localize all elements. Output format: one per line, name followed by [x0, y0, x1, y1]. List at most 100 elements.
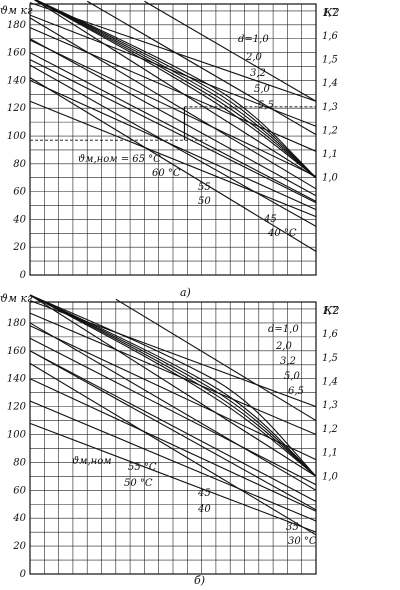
panel-a-label-t1: ϑм,ном = 65 °C — [78, 154, 161, 165]
panel-a-label-t2: 60 °C — [152, 168, 181, 179]
panel-b-d-curve — [29, 294, 317, 477]
panel-b-ticks: 0 20 40 60 80 100 120 140 160 180 1,0 1,1 1,2 1,3 1,4 1… — [7, 305, 339, 580]
panel-b-label-t5: 40 — [197, 504, 211, 515]
panel-a-label-t3: 55 — [198, 182, 211, 193]
panel-a-left-tick-label: 100 — [7, 131, 27, 142]
panel-a-temp-line — [29, 64, 317, 227]
panel-a-right-tick-label: 1,0 — [322, 173, 339, 184]
panel-b-right-tick-label: 1,3 — [322, 400, 338, 411]
panel-a-left-tick-label: 60 — [13, 187, 26, 198]
panel-a-right-tick-label: 1,4 — [322, 78, 338, 89]
panel-b-lines — [29, 294, 317, 536]
panel-b-left-tick-label: 120 — [7, 402, 27, 413]
panel-a-ylabel-left: ϑм кг — [0, 4, 33, 17]
panel-a-label-d3: 3,2 — [250, 68, 266, 79]
panel-a-temp-line — [29, 52, 317, 202]
panel-a-label-t4: 50 — [198, 196, 211, 207]
panel-a-label-d2: 2,0 — [245, 52, 263, 63]
panel-b-ratio-line — [29, 350, 317, 502]
panel-b-label-d3: 3,2 — [280, 356, 296, 367]
panel-a-right-tick-label: 1,5 — [322, 55, 338, 66]
panel-b-left-tick-label: 0 — [20, 569, 27, 580]
panel-a-ratio-line — [29, 38, 317, 197]
panel-b-d-curve — [29, 294, 317, 477]
panel-a-steep-line — [144, 0, 317, 102]
panel-b-caption: б) — [194, 574, 205, 587]
panel-b-grid — [30, 302, 316, 574]
panel-a-left-tick-label: 120 — [7, 103, 27, 114]
panel-b-right-tick-label: 1,0 — [322, 471, 339, 482]
panel-b-left-tick-label: 100 — [7, 430, 27, 441]
panel-b-label-d2: 2,0 — [275, 341, 293, 352]
panel-b-steep-line — [115, 298, 317, 422]
panel-a-temp-line — [29, 39, 317, 177]
panel-b-d-curve — [29, 294, 317, 477]
panel-a-steep-line — [86, 0, 317, 136]
panel-a-label-d5: 5,5 — [258, 100, 274, 111]
panel-a: 0 20 40 60 80 100 120 140 160 180 1,0 1,1 1,2 1,3 1,4 1… — [0, 0, 340, 299]
panel-a-ratio-line — [29, 100, 317, 218]
panel-b-label-t2: 55 °C — [128, 462, 157, 473]
panel-a-label-t5: 45 — [263, 214, 277, 225]
panel-a-ratio-line — [33, 0, 317, 179]
panel-a-caption: а) — [180, 286, 191, 299]
panel-b-ylabel-left: ϑм кг — [0, 292, 33, 305]
panel-b-temp-line — [29, 362, 317, 536]
panel-b-right-tick-label: 1,7 — [322, 305, 339, 316]
panel-b-label-d4: 5,0 — [284, 371, 301, 382]
panel-b-left-tick-label: 160 — [7, 346, 27, 357]
panel-a-label-d4: 5,0 — [254, 84, 271, 95]
panel-b-label-t7: 30 °C — [288, 536, 317, 547]
panel-b-label-t1: ϑм,ном — [72, 456, 112, 467]
panel-a-left-tick-label: 180 — [7, 20, 27, 31]
panel-a-ratio-line — [29, 17, 317, 190]
panel-b-temp-line — [29, 312, 317, 436]
panel-a-d-curve — [34, 0, 317, 179]
panel-b-label-t4: 45 — [197, 488, 211, 499]
panel-b-right-tick-label: 1,1 — [322, 448, 338, 459]
panel-b: 0 20 40 60 80 100 120 140 160 180 1,0 1,1 1,2 1,3 1,4 1… — [0, 292, 340, 587]
panel-a-left-tick-label: 40 — [12, 214, 26, 225]
panel-a-right-tick-label: 1,2 — [322, 125, 338, 136]
panel-b-d-curve — [29, 294, 317, 477]
panel-a-lines — [29, 0, 317, 252]
panel-a-ticks: 0 20 40 60 80 100 120 140 160 180 1,0 1,1 1,2 1,3 1,4 1… — [7, 7, 339, 281]
panel-a-temp-line — [29, 77, 317, 252]
panel-a-left-tick-label: 140 — [7, 75, 27, 86]
panel-a-right-tick-label: 1,7 — [322, 7, 339, 18]
panel-a-ratio-line — [29, 59, 317, 204]
panel-a-right-tick-label: 1,1 — [322, 149, 338, 160]
panel-a-right-tick-label: 1,3 — [322, 102, 338, 113]
panel-a-left-tick-label: 80 — [13, 159, 26, 170]
panel-b-temp-line — [29, 350, 317, 511]
panel-b-temp-line — [29, 337, 317, 486]
panel-a-right-tick-label: 1,6 — [322, 31, 339, 42]
panel-b-ratio-line — [29, 422, 317, 533]
panel-b-left-tick-label: 180 — [7, 318, 27, 329]
panel-a-d-curve — [34, 0, 317, 179]
panel-a-left-tick-label: 160 — [7, 48, 27, 59]
panel-b-label-t6: 35 — [286, 522, 299, 533]
panel-b-ratio-line — [29, 400, 317, 522]
panel-a-d-curve — [34, 0, 317, 179]
panel-a-left-tick-label: 0 — [20, 270, 27, 281]
panel-b-label-t3: 50 °C — [124, 478, 153, 489]
panel-b-ylabel-right: К2 — [323, 304, 340, 317]
panel-a-d-curve — [34, 0, 317, 179]
panel-a-label-d1: d=1,0 — [238, 34, 269, 45]
panel-a-d-curve — [35, 0, 317, 179]
panel-b-right-tick-label: 1,2 — [322, 424, 338, 435]
panel-b-left-tick-label: 140 — [7, 374, 27, 385]
panel-a-left-tick-label: 20 — [12, 242, 26, 253]
panel-b-ratio-line — [29, 322, 317, 491]
panel-b-left-tick-label: 20 — [12, 541, 26, 552]
panel-b-left-tick-label: 80 — [13, 457, 26, 468]
panel-b-temp-line — [29, 325, 317, 461]
panel-b-ratio-line — [29, 378, 317, 512]
panel-a-ratio-line — [29, 79, 317, 211]
panel-b-d-curve — [29, 294, 317, 477]
panel-b-left-tick-label: 40 — [12, 513, 26, 524]
panel-a-label-t6: 40 °C — [267, 228, 297, 239]
panel-b-ratio-line — [29, 294, 317, 477]
